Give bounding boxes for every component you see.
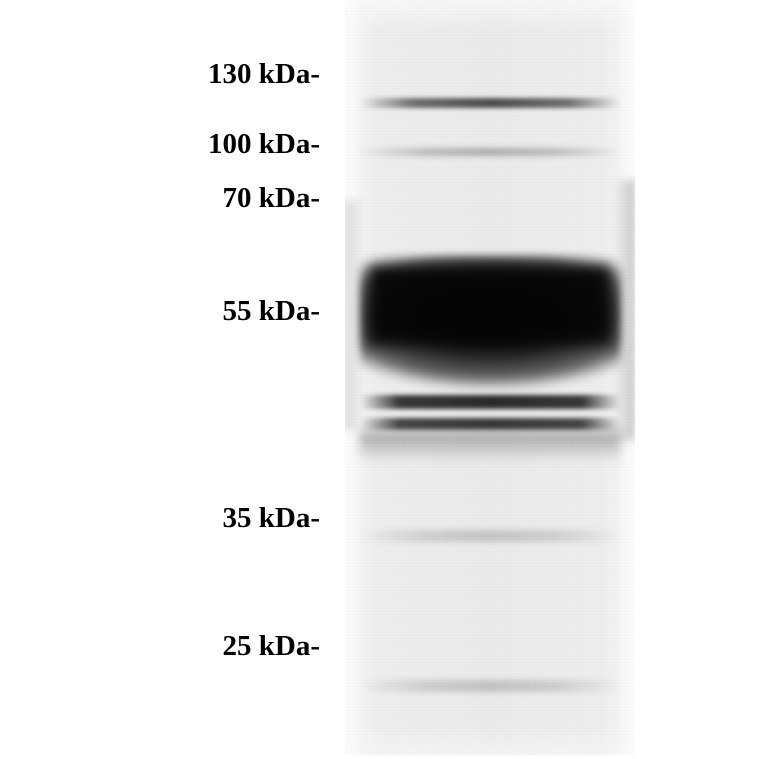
marker-35: 35 kDa-: [223, 502, 320, 535]
marker-55: 55 kDa-: [223, 295, 320, 328]
marker-70: 70 kDa-: [223, 182, 320, 215]
marker-100: 100 kDa-: [208, 128, 320, 161]
film-noise: [345, 0, 635, 755]
blot-lane: [345, 0, 635, 755]
marker-130: 130 kDa-: [208, 58, 320, 91]
marker-25: 25 kDa-: [223, 630, 320, 663]
blot-figure: 130 kDa- 100 kDa- 70 kDa- 55 kDa- 35 kDa…: [0, 0, 759, 759]
